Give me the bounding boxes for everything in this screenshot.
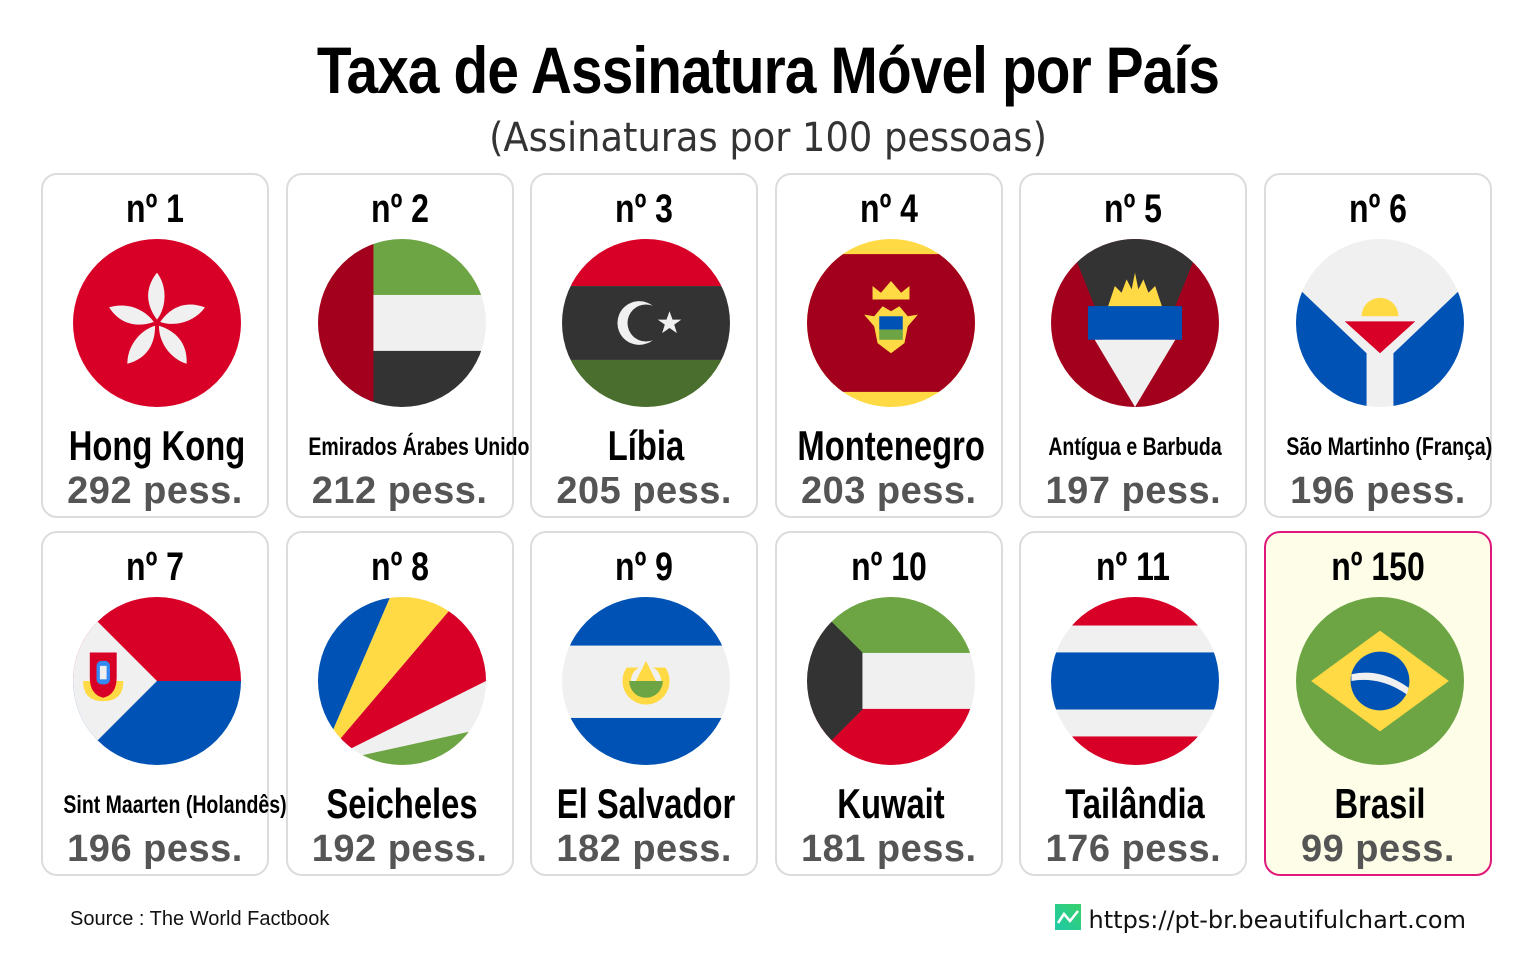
rank-label: nº 150 — [1331, 545, 1425, 589]
chart-subtitle: (Assinaturas por 100 pessoas) — [489, 115, 1047, 161]
country-card: nº 10 Kuwait 181 pess. — [774, 531, 1003, 876]
country-card-highlighted: nº 150 Brasil 99 pess. — [1263, 531, 1492, 876]
rank-label: nº 4 — [859, 187, 918, 231]
sint-maarten-flag-icon — [73, 597, 241, 765]
rank-label: nº 5 — [1104, 187, 1163, 231]
kuwait-flag-icon — [806, 597, 975, 765]
ranking-grid: nº 1 Hong Kong 292 pess. nº 2 — [41, 173, 1492, 876]
country-name: Kuwait — [837, 780, 945, 827]
beautifulchart-logo-icon — [1054, 904, 1081, 936]
country-name: El Salvador — [556, 780, 736, 827]
country-name: Emirados Árabes Unidos — [307, 433, 540, 461]
el-salvador-flag-icon — [562, 597, 731, 765]
country-name: Montenegro — [797, 422, 985, 469]
country-card: nº 7 Sint Maarten (Holandês) 196 pess. — [41, 531, 287, 876]
country-value: 192 pess. — [311, 828, 488, 870]
country-name: Líbia — [607, 422, 685, 469]
site-url[interactable]: https://pt-br.beautifulchart.com — [1088, 906, 1466, 934]
country-name: Tailândia — [1065, 780, 1206, 827]
site-link[interactable]: https://pt-br.beautifulchart.com — [1054, 904, 1466, 936]
country-card: nº 2 Emirados Árabes Unidos 212 pess. — [285, 173, 540, 518]
rank-label: nº 6 — [1349, 187, 1407, 231]
country-value: 203 pess. — [800, 470, 977, 512]
rank-label: nº 1 — [126, 187, 184, 231]
country-value: 212 pess. — [311, 470, 488, 512]
country-card: nº 8 Seicheles 192 pess. — [285, 531, 514, 876]
country-name: Hong Kong — [68, 422, 246, 469]
country-name: Seicheles — [326, 780, 478, 827]
rank-label: nº 2 — [370, 187, 429, 231]
country-value: 197 pess. — [1045, 470, 1222, 512]
country-name: Antígua e Barbuda — [1048, 433, 1223, 461]
rank-label: nº 8 — [370, 545, 429, 589]
country-value: 196 pess. — [67, 828, 243, 870]
antigua-barbuda-flag-icon — [1051, 239, 1220, 407]
seychelles-flag-icon — [317, 597, 486, 765]
source-label: Source : The World Factbook — [70, 908, 330, 930]
chart-title: Taxa de Assinatura Móvel por País — [316, 33, 1220, 107]
hong-kong-flag-icon — [73, 239, 241, 407]
libya-flag-icon — [562, 239, 731, 407]
country-card: nº 9 El Salvador 182 pess. — [530, 531, 759, 876]
rank-label: nº 10 — [850, 545, 927, 589]
rank-label: nº 7 — [126, 545, 184, 589]
country-name: Brasil — [1334, 780, 1426, 827]
rank-label: nº 3 — [615, 187, 674, 231]
country-value: 205 pess. — [556, 470, 732, 512]
country-name: São Martinho (França) — [1286, 433, 1493, 461]
country-value: 196 pess. — [1290, 470, 1466, 512]
country-card: nº 6 São Martinho (França) 196 pess. — [1263, 173, 1493, 518]
country-card: nº 1 Hong Kong 292 pess. — [41, 173, 269, 518]
country-card: nº 3 Líbia 205 pess. — [530, 173, 759, 518]
montenegro-flag-icon — [806, 239, 975, 407]
country-value: 292 pess. — [67, 470, 243, 512]
thailand-flag-icon — [1051, 597, 1220, 765]
country-card: nº 11 Tailândia 176 pess. — [1019, 531, 1248, 876]
country-value: 176 pess. — [1045, 828, 1222, 870]
brazil-flag-icon — [1295, 597, 1464, 765]
uae-flag-icon — [317, 239, 486, 407]
country-card: nº 4 Montenegro 203 pess. — [774, 173, 1003, 518]
rank-label: nº 11 — [1096, 545, 1171, 589]
country-value: 99 pess. — [1300, 828, 1455, 870]
country-name: Sint Maarten (Holandês) — [63, 791, 287, 819]
rank-label: nº 9 — [615, 545, 674, 589]
country-value: 181 pess. — [800, 828, 977, 870]
saint-martin-flag-icon — [1295, 239, 1464, 407]
country-value: 182 pess. — [556, 828, 732, 870]
country-card: nº 5 Antígua e Barbuda 197 pess. — [1019, 173, 1248, 518]
